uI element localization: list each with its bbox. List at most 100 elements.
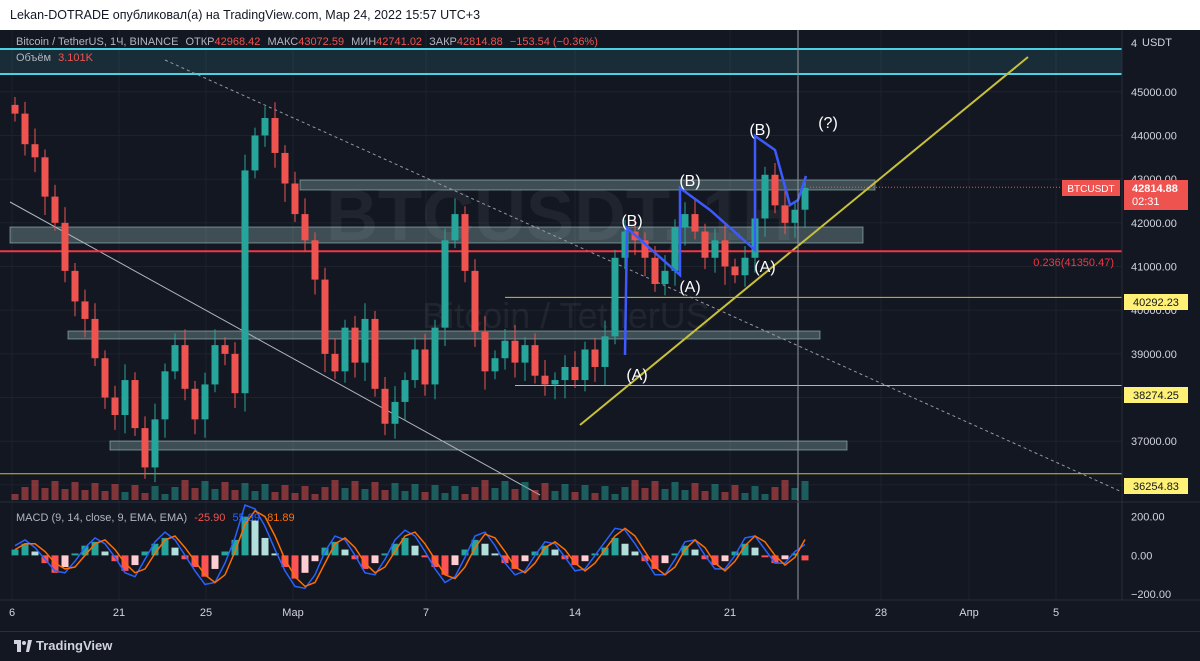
volume-bar (531, 490, 539, 500)
volume-bar (381, 490, 389, 500)
macd-histogram-bar (491, 553, 499, 556)
candle-body (461, 214, 469, 271)
macd-histogram-bar (101, 551, 109, 556)
price-chart[interactable]: BTCUSDT, 1H Bitcoin / TetherUS (B) (A) (… (0, 30, 1200, 631)
level-badge (1124, 478, 1188, 494)
candle-body (491, 358, 499, 372)
macd-histogram-bar (31, 551, 39, 556)
volume-bar (491, 488, 499, 500)
time-tick-label: 6 (9, 607, 15, 619)
price-tick-label: 39000.00 (1131, 349, 1177, 361)
wave-labels: (B) (A) (B) (A) (B) (A) (?) (621, 115, 837, 384)
macd-tick-label: −200.00 (1131, 589, 1171, 601)
volume-bar (111, 484, 119, 500)
price-tick-label: 45000.00 (1131, 87, 1177, 99)
macd-histogram-bar (701, 555, 709, 560)
macd-histogram-bar (341, 549, 349, 556)
candle-body (101, 358, 109, 398)
volume-bar (31, 480, 39, 500)
zone-box-2[interactable] (9, 226, 864, 244)
candle-body (321, 279, 329, 354)
tradingview-logo[interactable]: TradingView (14, 632, 112, 660)
macd-signal-line (14, 509, 806, 588)
candle-body (251, 135, 259, 171)
macd-histogram-bar (311, 555, 319, 562)
volume-bar (201, 481, 209, 500)
wave-label: (B) (749, 122, 770, 139)
zone-box-3[interactable] (67, 330, 821, 340)
candle-body (701, 231, 709, 258)
volume-bar (791, 488, 799, 500)
volume-bar (121, 492, 129, 500)
volume-label[interactable]: Объём (16, 52, 52, 64)
candle-body (271, 117, 279, 153)
volume-bar (341, 488, 349, 500)
candle-body (51, 196, 59, 223)
macd-histogram-bar (231, 539, 239, 556)
macd-histogram-bar (421, 555, 429, 558)
volume-bar (421, 492, 429, 500)
zone-box-4[interactable] (109, 440, 848, 451)
candle-body (501, 340, 509, 359)
volume-bar (551, 491, 559, 500)
volume-bar (261, 484, 269, 500)
volume-bar (331, 480, 339, 500)
macd-histogram-bar (791, 553, 799, 556)
macd-tick-label: 0.00 (1131, 550, 1152, 562)
grid (0, 30, 1122, 600)
chart-area[interactable]: BTCUSDT, 1H Bitcoin / TetherUS (B) (A) (… (0, 30, 1200, 661)
volume-bar (451, 486, 459, 500)
brand-name: TradingView (36, 638, 113, 653)
symbol-description[interactable]: Bitcoin / TetherUS, 1Ч, BINANCE (16, 36, 179, 48)
macd-histogram-bar (251, 520, 259, 556)
volume-bar (151, 486, 159, 500)
zone-box-1[interactable] (299, 179, 876, 191)
wave-label: (B) (621, 213, 642, 230)
candle-body (91, 318, 99, 359)
rising-trendline[interactable] (579, 56, 1029, 426)
macd-hist-value: -25.90 (194, 512, 226, 524)
macd-histogram-bar (281, 555, 289, 567)
candle-body (281, 152, 289, 184)
candle-body (61, 222, 69, 271)
dotted-trendline[interactable] (164, 59, 1123, 493)
price-axis-top-partial: 4 (1131, 38, 1137, 50)
currency-label[interactable]: USDT (1142, 37, 1172, 49)
volume-value: 3.101K (58, 52, 93, 64)
last-price-value: 42814.88 (1132, 183, 1178, 195)
volume-bar (241, 483, 249, 500)
wave-path[interactable] (623, 133, 808, 356)
candle-body (171, 345, 179, 372)
candle-body (761, 174, 769, 219)
macd-histogram-bar (81, 545, 89, 556)
candle-body (351, 327, 359, 363)
macd-pane (11, 504, 809, 590)
tradingview-logo-icon (14, 640, 32, 652)
candle-body (31, 144, 39, 158)
candle-body (401, 380, 409, 402)
candle-body (211, 345, 219, 385)
level-badge-text: 38274.25 (1133, 390, 1179, 402)
macd-histogram-bar (741, 543, 749, 556)
volume-bar (641, 488, 649, 500)
volume-bar (481, 480, 489, 500)
macd-histogram-bar (671, 553, 679, 556)
watermark-name: Bitcoin / TetherUS (422, 295, 709, 336)
macd-params[interactable]: MACD (9, 14, close, 9, EMA, EMA) (16, 512, 188, 524)
level-badge-text: 36254.83 (1133, 481, 1179, 493)
volume-bar (301, 486, 309, 500)
volume-bar (11, 494, 19, 500)
volume-bar (681, 490, 689, 500)
resistance-zone[interactable] (0, 49, 1122, 74)
volume-bar (221, 482, 229, 500)
candle-body (21, 113, 29, 145)
candle-body (571, 366, 579, 381)
candle-body (711, 240, 719, 258)
candle-body (131, 380, 139, 429)
candle-body (771, 174, 779, 206)
candle-body (441, 240, 449, 328)
candle-body (241, 170, 249, 394)
macd-histogram-bar (451, 555, 459, 566)
candle-body (481, 332, 489, 372)
low-label: МИН (351, 36, 377, 48)
